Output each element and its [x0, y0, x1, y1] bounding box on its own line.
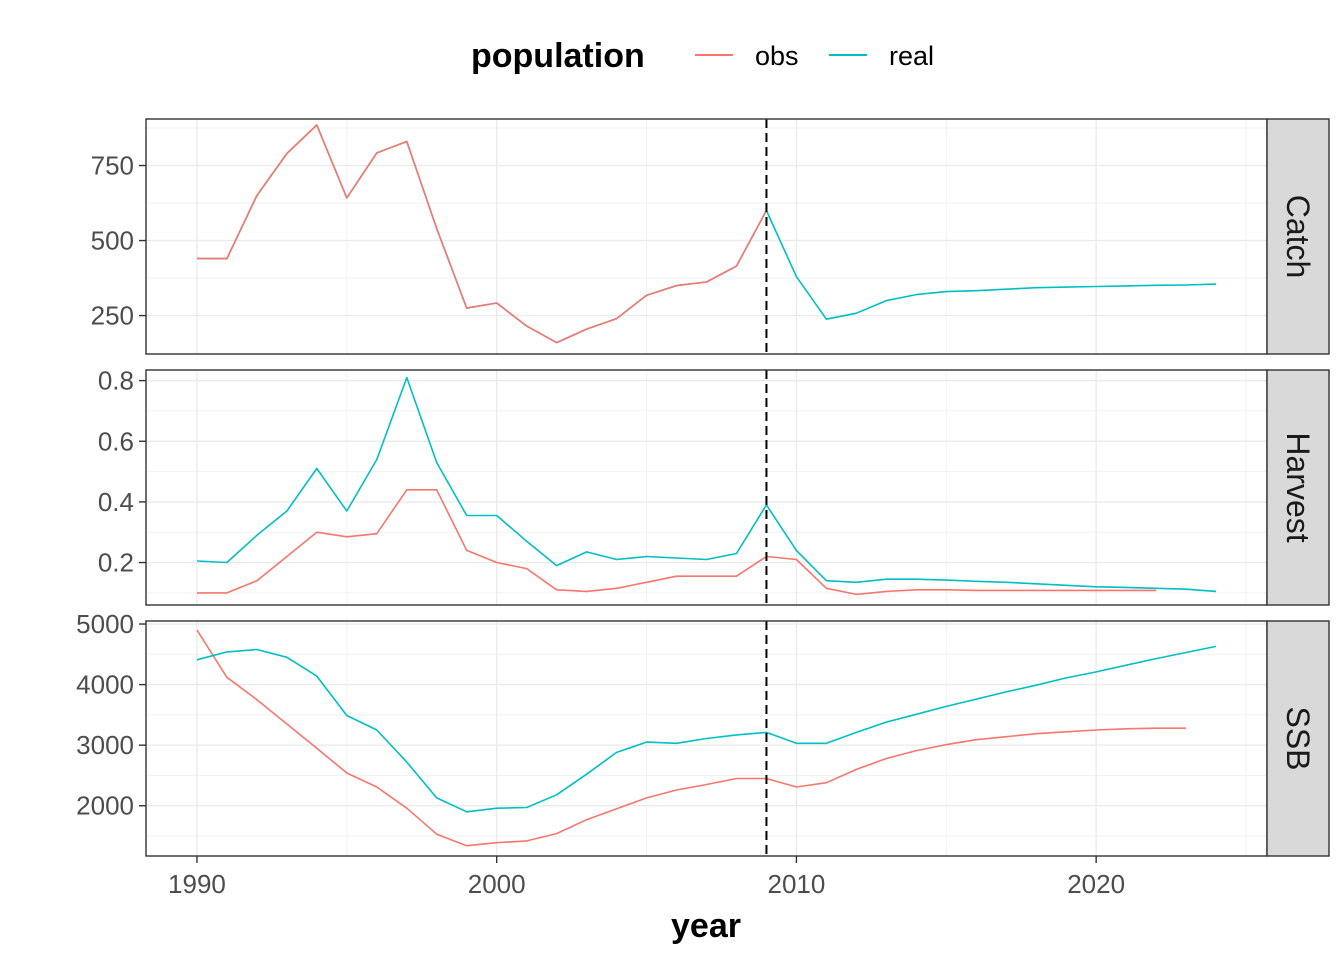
series-line-obs: [197, 124, 768, 344]
panel-background: [146, 370, 1267, 605]
x-tick-label: 1990: [168, 869, 226, 899]
y-tick-label: 3000: [76, 730, 134, 760]
y-tick-label: 500: [91, 226, 134, 256]
panel-background: [146, 119, 1267, 354]
x-axis: 1990 2000 2010 2020: [168, 856, 1125, 899]
strip-harvest: [1266, 369, 1330, 606]
y-tick-label: 0.2: [98, 548, 134, 578]
x-tick-label: 2000: [468, 869, 526, 899]
strip-catch: [1266, 118, 1330, 355]
legend: population obs real: [471, 37, 934, 75]
strip-label-catch: Catch: [1280, 195, 1316, 279]
y-tick-label: 2000: [76, 791, 134, 821]
panel-harvest: Harvest 0.2 0.4 0.6 0.8: [98, 366, 1330, 606]
y-tick-label: 750: [91, 151, 134, 181]
panels: Catch 250 500 750 Harvest 0.2 0.4 0.6 0.8 SSB 2000…: [76, 118, 1330, 857]
y-tick-label: 0.8: [98, 366, 134, 396]
y-tick-label: 0.4: [98, 487, 134, 517]
x-axis-title: year: [671, 907, 741, 945]
legend-title: population: [471, 37, 645, 75]
x-tick-label: 2010: [767, 869, 825, 899]
series-line-obs: [197, 488, 1157, 596]
panel-catch: Catch 250 500 750: [91, 118, 1330, 355]
y-tick-label: 4000: [76, 670, 134, 700]
y-tick-label: 250: [91, 301, 134, 331]
legend-label-obs: obs: [755, 41, 799, 71]
y-tick-label: 5000: [76, 609, 134, 639]
panel-ssb: SSB 2000 3000 4000 5000: [76, 609, 1330, 857]
strip-label-ssb: SSB: [1280, 706, 1316, 770]
strip-ssb: [1266, 620, 1330, 857]
series-line-real: [196, 645, 1217, 813]
legend-label-real: real: [889, 41, 934, 71]
series-line-real: [196, 376, 1217, 593]
y-tick-label: 0.6: [98, 426, 134, 456]
series-line-obs: [196, 629, 1187, 847]
x-tick-label: 2020: [1067, 869, 1125, 899]
strip-label-harvest: Harvest: [1280, 432, 1316, 542]
